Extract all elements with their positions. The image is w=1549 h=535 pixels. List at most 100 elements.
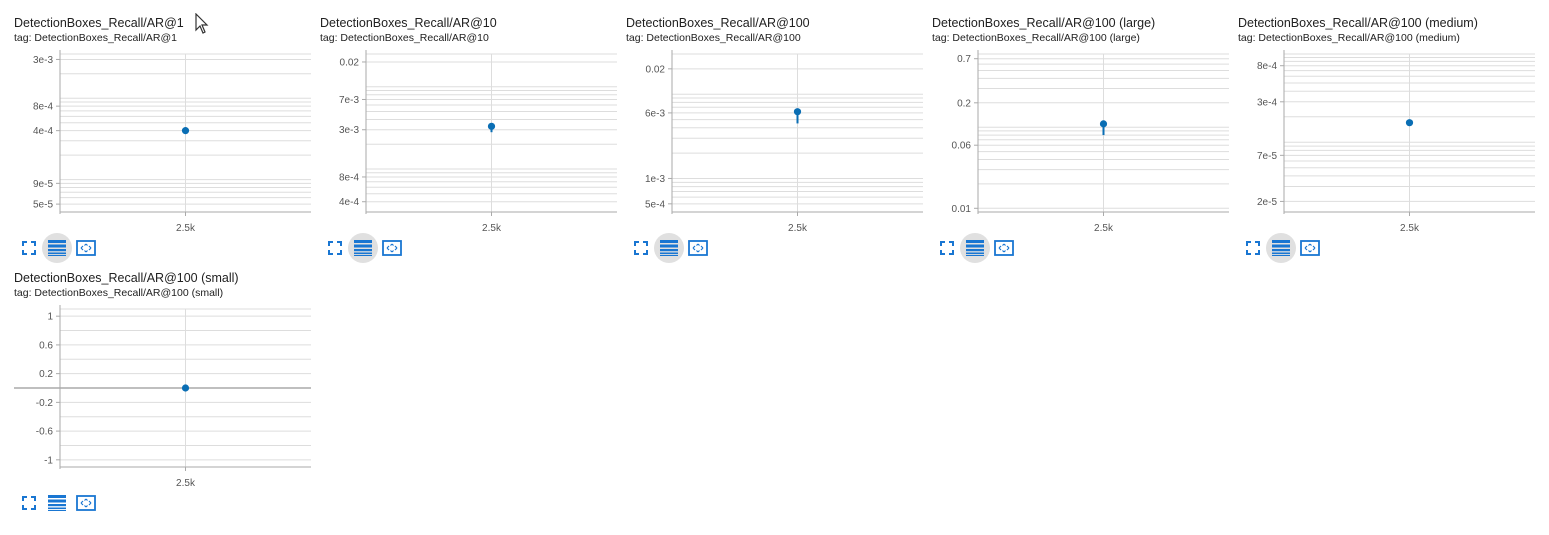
fullscreen-icon: [940, 241, 954, 255]
scalar-card: DetectionBoxes_Recall/AR@100 (small) tag:…: [14, 255, 314, 511]
scalar-chart[interactable]: 2e-5 7e-5 3e-4 8e-4 2.5k: [1238, 40, 1538, 240]
data-point[interactable]: [487, 122, 496, 130]
y-tick-label: 0.6: [39, 340, 53, 351]
log-scale-toggle-button[interactable]: [42, 233, 72, 263]
scalar-chart[interactable]: 5e-5 9e-5 4e-4 8e-4 3e-3 2.5k: [14, 40, 314, 240]
log-scale-icon: [48, 495, 66, 511]
y-tick-label: -1: [44, 455, 53, 466]
fit-domain-button[interactable]: [683, 233, 713, 263]
y-tick-label: 4e-4: [33, 126, 53, 137]
y-tick-label: 0.06: [952, 141, 972, 152]
card-title: DetectionBoxes_Recall/AR@1: [14, 16, 184, 30]
fullscreen-icon: [328, 241, 342, 255]
y-tick-label: 5e-5: [33, 200, 53, 211]
scalar-chart[interactable]: 1 0.6 0.2 -0.2 -0.6 -1 2.5k: [14, 295, 314, 495]
card-title: DetectionBoxes_Recall/AR@100 (medium): [1238, 16, 1478, 30]
y-tick-label: -0.6: [36, 427, 54, 438]
scalar-chart[interactable]: 0.01 0.06 0.2 0.7 2.5k: [932, 40, 1232, 240]
chart-grid: [978, 53, 1229, 213]
y-tick-label: 1: [47, 312, 53, 323]
y-tick-label: 3e-3: [339, 125, 359, 136]
data-point[interactable]: [793, 108, 802, 116]
card-title: DetectionBoxes_Recall/AR@100 (small): [14, 271, 239, 285]
log-scale-icon: [1272, 240, 1290, 256]
data-point[interactable]: [1099, 120, 1108, 128]
chart-grid: [366, 53, 617, 213]
fullscreen-icon: [22, 241, 36, 255]
card-title: DetectionBoxes_Recall/AR@100: [626, 16, 810, 30]
y-tick-label: 1e-3: [645, 174, 665, 185]
fullscreen-button[interactable]: [932, 233, 962, 263]
log-scale-toggle-button[interactable]: [42, 488, 72, 518]
y-tick-label: 6e-3: [645, 108, 665, 119]
y-tick-label: 8e-4: [1257, 61, 1277, 72]
y-tick-label: 0.02: [646, 64, 666, 75]
scalar-chart[interactable]: 4e-4 8e-4 3e-3 7e-3 0.02 2.5k: [320, 40, 620, 240]
card-tag: tag: DetectionBoxes_Recall/AR@100 (small…: [14, 287, 224, 299]
scalar-card: DetectionBoxes_Recall/AR@100 (large) tag:…: [932, 0, 1232, 263]
fit-domain-icon: [688, 240, 708, 256]
fullscreen-button[interactable]: [14, 233, 44, 263]
data-point[interactable]: [181, 127, 190, 135]
fit-domain-icon: [994, 240, 1014, 256]
fit-domain-button[interactable]: [1295, 233, 1325, 263]
fit-domain-button[interactable]: [71, 233, 101, 263]
scalar-chart[interactable]: 5e-4 1e-3 6e-3 0.02 2.5k: [626, 40, 926, 240]
x-tick-label: 2.5k: [1400, 223, 1420, 234]
fullscreen-button[interactable]: [14, 488, 44, 518]
y-tick-label: 3e-3: [33, 55, 53, 66]
y-tick-label: 8e-4: [33, 102, 53, 113]
log-scale-toggle-button[interactable]: [654, 233, 684, 263]
fit-domain-icon: [382, 240, 402, 256]
fit-domain-button[interactable]: [377, 233, 407, 263]
x-tick-label: 2.5k: [176, 223, 196, 234]
x-tick-label: 2.5k: [176, 478, 196, 489]
log-scale-icon: [48, 240, 66, 256]
card-tag: tag: DetectionBoxes_Recall/AR@100 (large…: [932, 32, 1140, 44]
fullscreen-button[interactable]: [626, 233, 656, 263]
log-scale-toggle-button[interactable]: [960, 233, 990, 263]
scalar-card: DetectionBoxes_Recall/AR@1 tag: Detection…: [14, 0, 314, 263]
fit-domain-icon: [76, 240, 96, 256]
fit-domain-button[interactable]: [71, 488, 101, 518]
y-tick-label: 0.2: [957, 98, 971, 109]
card-title: DetectionBoxes_Recall/AR@10: [320, 16, 497, 30]
scalar-card: DetectionBoxes_Recall/AR@100 (medium) tag…: [1238, 0, 1538, 263]
y-tick-label: 3e-4: [1257, 97, 1277, 108]
y-tick-label: 4e-4: [339, 197, 359, 208]
chart-grid: [672, 53, 923, 213]
log-scale-toggle-button[interactable]: [1266, 233, 1296, 263]
y-tick-label: 7e-5: [1257, 151, 1277, 162]
y-tick-label: 0.7: [957, 54, 971, 65]
log-scale-icon: [660, 240, 678, 256]
y-tick-label: 2e-5: [1257, 197, 1277, 208]
card-tag: tag: DetectionBoxes_Recall/AR@10: [320, 32, 489, 44]
fullscreen-button[interactable]: [1238, 233, 1268, 263]
card-tag: tag: DetectionBoxes_Recall/AR@1: [14, 32, 177, 44]
fit-domain-icon: [76, 495, 96, 511]
y-tick-label: 0.2: [39, 369, 53, 380]
y-tick-label: 5e-4: [645, 199, 665, 210]
y-tick-label: -0.2: [36, 398, 54, 409]
data-point[interactable]: [1405, 119, 1414, 127]
fullscreen-button[interactable]: [320, 233, 350, 263]
log-scale-icon: [354, 240, 372, 256]
y-tick-label: 8e-4: [339, 172, 359, 183]
card-tag: tag: DetectionBoxes_Recall/AR@100 (mediu…: [1238, 32, 1460, 44]
x-tick-label: 2.5k: [482, 223, 502, 234]
fit-domain-button[interactable]: [989, 233, 1019, 263]
fit-domain-icon: [1300, 240, 1320, 256]
log-scale-toggle-button[interactable]: [348, 233, 378, 263]
chart-grid: [1284, 53, 1535, 212]
data-point[interactable]: [181, 384, 190, 392]
x-tick-label: 2.5k: [788, 223, 808, 234]
mouse-cursor-icon: [195, 13, 209, 34]
x-tick-label: 2.5k: [1094, 223, 1114, 234]
y-tick-label: 0.02: [340, 57, 360, 68]
scalar-card: DetectionBoxes_Recall/AR@100 tag: Detecti…: [626, 0, 926, 263]
fullscreen-icon: [1246, 241, 1260, 255]
y-tick-label: 7e-3: [339, 95, 359, 106]
card-tag: tag: DetectionBoxes_Recall/AR@100: [626, 32, 801, 44]
fullscreen-icon: [634, 241, 648, 255]
y-tick-label: 9e-5: [33, 179, 53, 190]
